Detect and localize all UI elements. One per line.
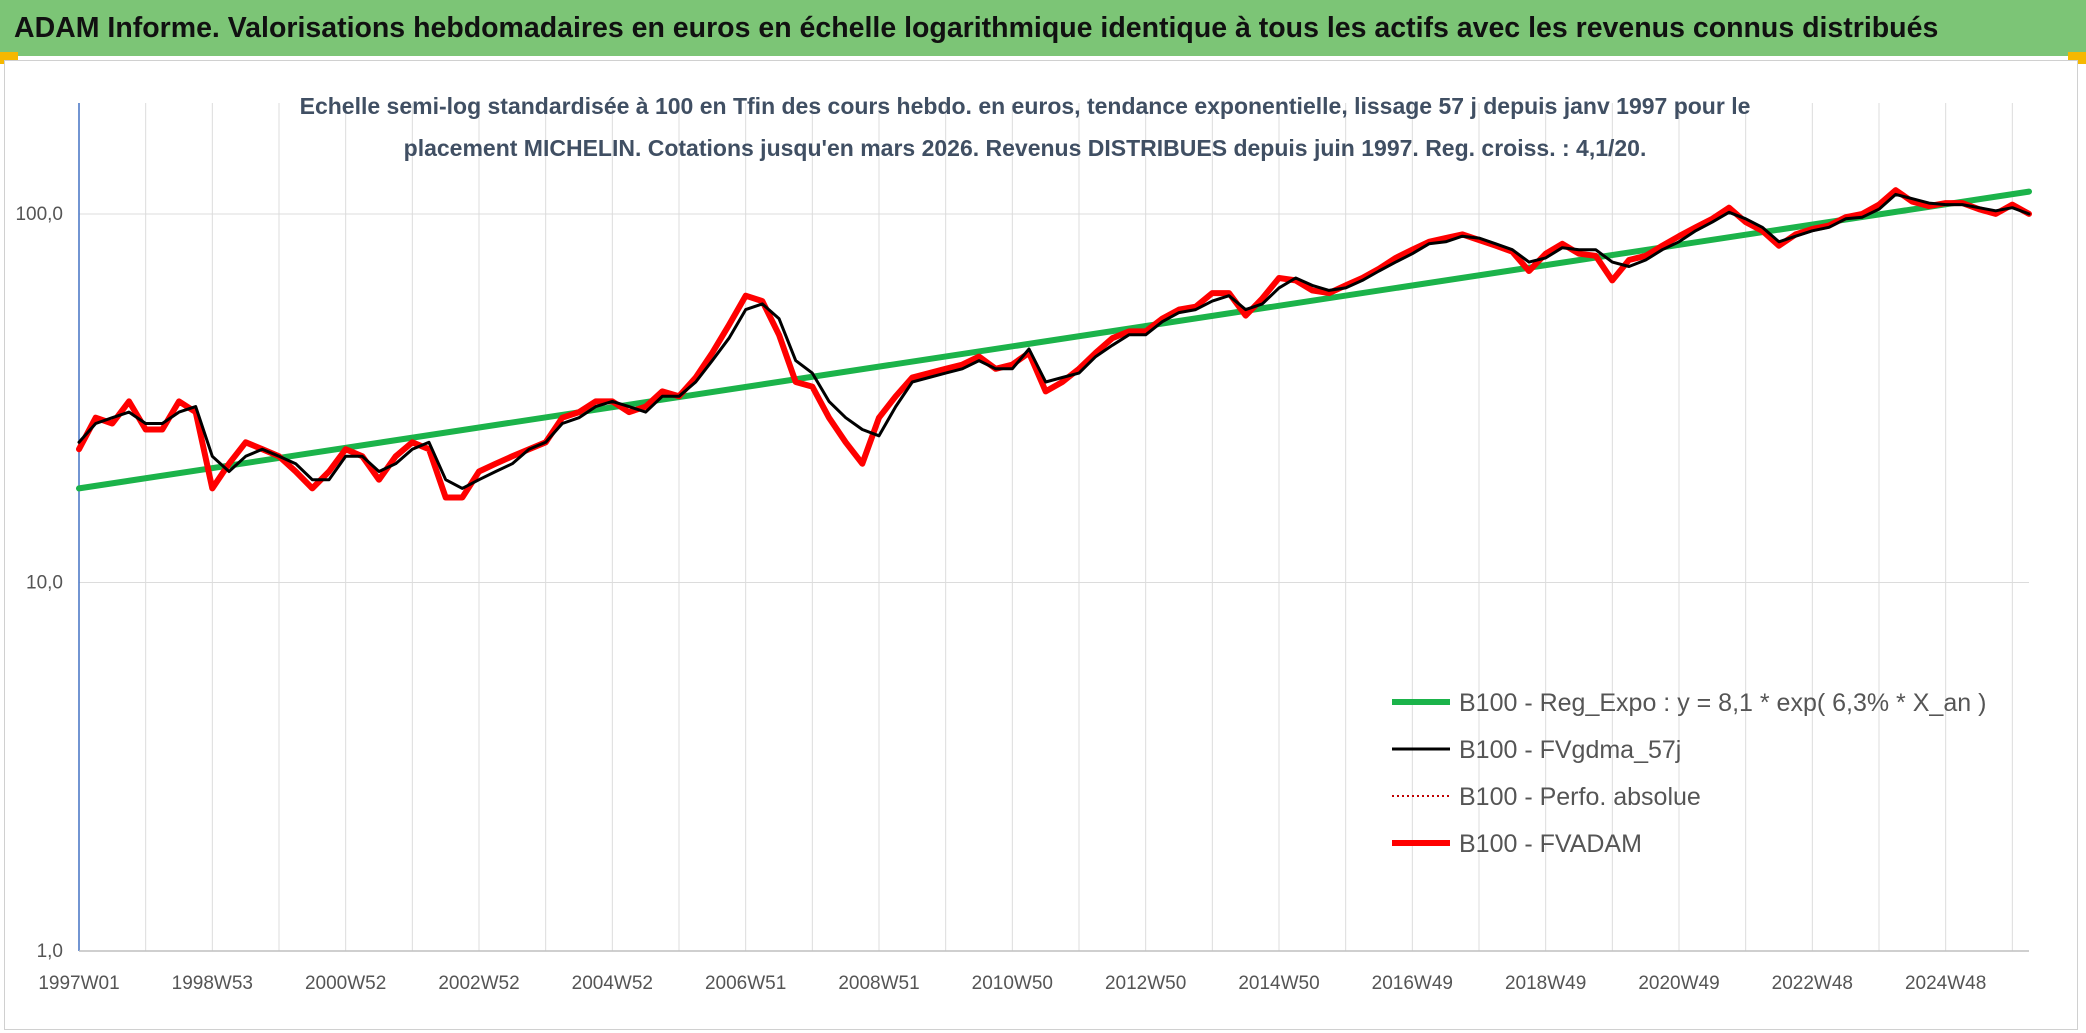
legend-label: B100 - FVgdma_57j: [1459, 736, 1681, 764]
x-tick-label: 2022W48: [1772, 973, 1853, 994]
x-tick-label: 2002W52: [438, 973, 519, 994]
legend-item-smoothed: B100 - FVgdma_57j: [1392, 736, 1681, 764]
report-title-banner: ADAM Informe. Valorisations hebdomadaire…: [0, 0, 2086, 56]
x-tick-label: 1997W01: [38, 973, 119, 994]
x-tick-label: 2016W49: [1372, 973, 1453, 994]
legend-item-fvadam: B100 - FVADAM: [1392, 830, 1642, 858]
fvadam-line: [76, 187, 2032, 501]
chart-area: 1,0 10,0 100,0 1997W01 1998W53 2000W52 2002W52…: [4, 60, 2078, 1030]
report-title: ADAM Informe. Valorisations hebdomadaire…: [14, 11, 1939, 44]
chart-subtitle: Echelle semi-log standardisée à 100 en T…: [255, 85, 1795, 169]
x-tick-label: 1998W53: [172, 973, 253, 994]
x-tick-label: 2010W50: [972, 973, 1053, 994]
legend-item-absolute: B100 - Perfo. absolue: [1392, 783, 1701, 811]
x-tick-label: 2012W50: [1105, 973, 1186, 994]
chart-plot: 1,0 10,0 100,0 1997W01 1998W53 2000W52 2002W52…: [15, 103, 2032, 994]
x-tick-label: 2008W51: [838, 973, 919, 994]
x-tick-label: 2014W50: [1238, 973, 1319, 994]
smoothed-line: [77, 192, 2031, 490]
x-tick-label: 2024W48: [1905, 973, 1986, 994]
legend-label: B100 - FVADAM: [1459, 830, 1642, 858]
regression-trend-line: [76, 188, 2032, 492]
x-tick-label: 2000W52: [305, 973, 386, 994]
x-tick-label: 2004W52: [572, 973, 653, 994]
legend-label: B100 - Perfo. absolue: [1459, 783, 1701, 811]
legend-label: B100 - Reg_Expo : y = 8,1 * exp( 6,3% * …: [1459, 689, 1986, 717]
y-tick-label: 100,0: [15, 204, 63, 225]
legend-item-regression: B100 - Reg_Expo : y = 8,1 * exp( 6,3% * …: [1392, 689, 1986, 717]
x-tick-label: 2006W51: [705, 973, 786, 994]
chart-subtitle-line-1: Echelle semi-log standardisée à 100 en T…: [299, 93, 1751, 119]
x-tick-label: 2018W49: [1505, 973, 1586, 994]
y-tick-label: 1,0: [37, 941, 63, 962]
x-tick-label: 2020W49: [1638, 973, 1719, 994]
chart-subtitle-line-2: placement MICHELIN. Cotations jusqu'en m…: [403, 135, 1647, 161]
y-tick-label: 10,0: [26, 572, 63, 593]
